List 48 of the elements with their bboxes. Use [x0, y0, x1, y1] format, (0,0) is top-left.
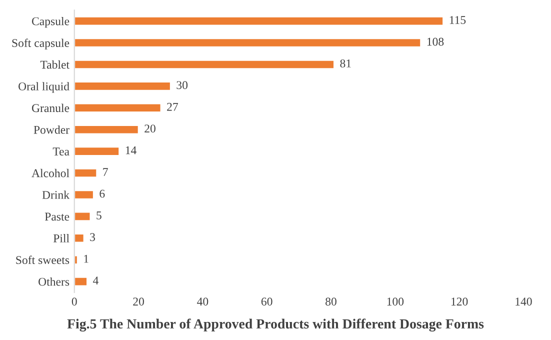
- data-label: 81: [340, 59, 351, 68]
- bar: [74, 146, 120, 156]
- data-label: 7: [103, 168, 108, 176]
- text: Fig.5 The Number of Approved Products with Different Dosage Forms: [67, 318, 484, 332]
- x-tick-label: 60: [261, 298, 272, 306]
- bar: [74, 81, 172, 92]
- bar: [74, 211, 92, 222]
- data-label: 108: [427, 38, 444, 46]
- y-tick-label: Powder: [34, 125, 70, 134]
- y-tick-label: Others: [38, 277, 70, 286]
- x-tick-label: 20: [133, 298, 144, 306]
- data-label: 27: [167, 102, 178, 111]
- bar: [74, 233, 85, 244]
- bar: [74, 276, 88, 287]
- y-tick-label: Drink: [42, 190, 70, 199]
- data-label: 30: [176, 81, 188, 90]
- data-label: 5: [96, 212, 102, 220]
- y-tick-label: Soft capsule: [12, 38, 70, 50]
- bar: [74, 168, 98, 178]
- bar: [74, 190, 94, 200]
- data-label: 115: [450, 16, 466, 24]
- data-label: 14: [126, 146, 136, 154]
- bar: [74, 254, 78, 265]
- y-tick-label: Alcohol: [32, 168, 70, 178]
- y-tick-label: Tablet: [40, 60, 70, 69]
- data-label: 1: [84, 254, 88, 263]
- y-tick-label: Oral liquid: [18, 82, 70, 93]
- x-tick-label: 140: [516, 298, 532, 306]
- bar: [74, 102, 162, 113]
- bar: [74, 16, 444, 26]
- x-tick-label: 80: [326, 298, 336, 306]
- y-tick-label: Pill: [53, 234, 70, 242]
- data-label: 3: [90, 233, 96, 242]
- data-label: 4: [93, 276, 98, 284]
- x-tick-label: 100: [387, 298, 404, 306]
- data-label: 6: [100, 190, 105, 198]
- data-label: 20: [144, 124, 156, 133]
- y-tick-label: Paste: [44, 212, 70, 221]
- x-tick-label: 40: [197, 298, 208, 306]
- y-tick-label: Granule: [32, 104, 70, 112]
- x-tick-label: 0: [72, 298, 77, 306]
- y-tick-label: Soft sweets: [16, 256, 70, 264]
- x-tick-label: 120: [451, 298, 468, 306]
- y-tick-label: Tea: [52, 148, 70, 156]
- y-tick-label: Capsule: [32, 16, 70, 28]
- bar: [74, 59, 335, 70]
- bar: [74, 124, 140, 135]
- bar: [74, 38, 422, 48]
